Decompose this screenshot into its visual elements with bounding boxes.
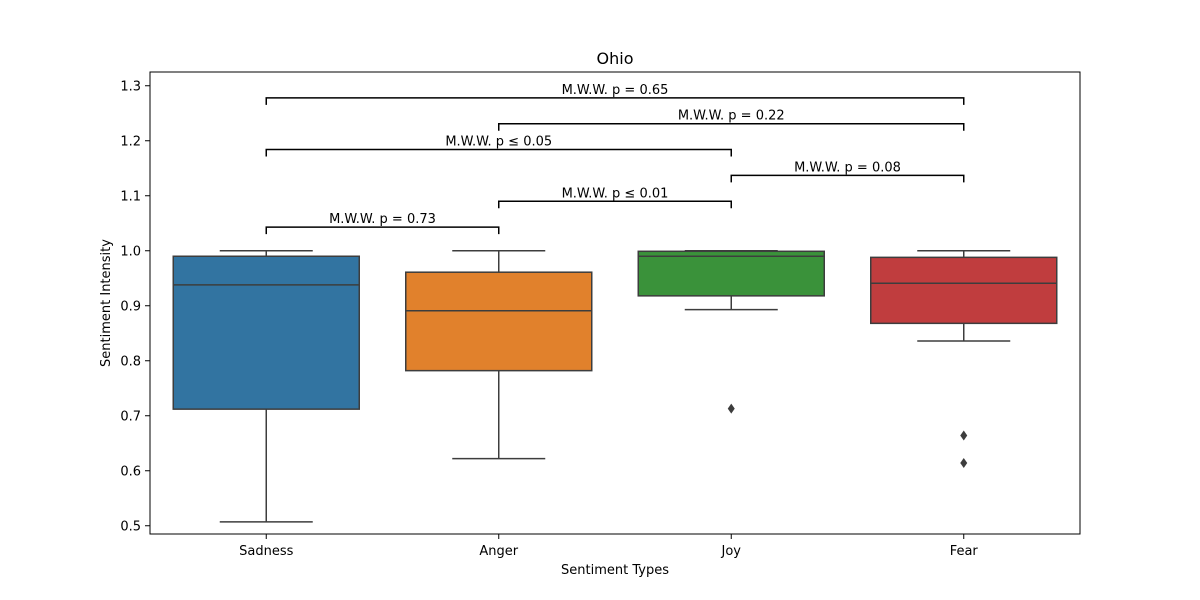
y-tick-label: 0.8 (120, 354, 141, 369)
x-tick-label: Joy (721, 544, 742, 559)
significance-label: M.W.W. p = 0.22 (678, 109, 785, 124)
plot-area: 0.5 0.6 0.7 0.8 0.9 1.0 1.1 1.2 1.3 Sadness Anger J… (120, 79, 1058, 559)
significance-bracket (498, 122, 965, 131)
outlier-point (960, 430, 968, 441)
significance-bracket (730, 174, 965, 183)
y-tick-label: 1.0 (120, 244, 141, 259)
chart-title: Ohio (597, 49, 634, 68)
significance-label: M.W.W. p = 0.73 (329, 212, 436, 227)
y-axis-label: Sentiment Intensity (99, 239, 114, 367)
x-axis-label: Sentiment Types (561, 563, 669, 578)
box-fear (870, 256, 1058, 325)
x-tick-label: Fear (950, 544, 979, 559)
box-joy (637, 250, 825, 297)
y-tick-label: 1.3 (120, 79, 141, 94)
significance-bracket (265, 226, 500, 235)
outlier-point (727, 403, 735, 414)
y-tick-label: 0.7 (120, 409, 141, 424)
significance-bracket (265, 148, 732, 157)
box-sadness (172, 255, 360, 410)
significance-bracket (265, 97, 965, 105)
significance-label: M.W.W. p ≤ 0.05 (445, 135, 552, 150)
significance-bracket (498, 200, 732, 209)
y-tick-label: 0.5 (120, 519, 141, 534)
plot-frame (149, 71, 1081, 535)
y-tick-label: 0.9 (120, 299, 141, 314)
y-tick-label: 1.2 (120, 134, 141, 149)
significance-label: M.W.W. p = 0.65 (562, 83, 669, 98)
y-tick-label: 0.6 (120, 464, 141, 479)
x-tick-label: Sadness (239, 544, 293, 559)
significance-label: M.W.W. p ≤ 0.01 (562, 186, 669, 201)
x-tick-label: Anger (479, 544, 518, 559)
box-anger (405, 271, 593, 372)
significance-label: M.W.W. p = 0.08 (794, 160, 901, 175)
outlier-point (960, 458, 968, 469)
y-tick-label: 1.1 (120, 189, 141, 204)
